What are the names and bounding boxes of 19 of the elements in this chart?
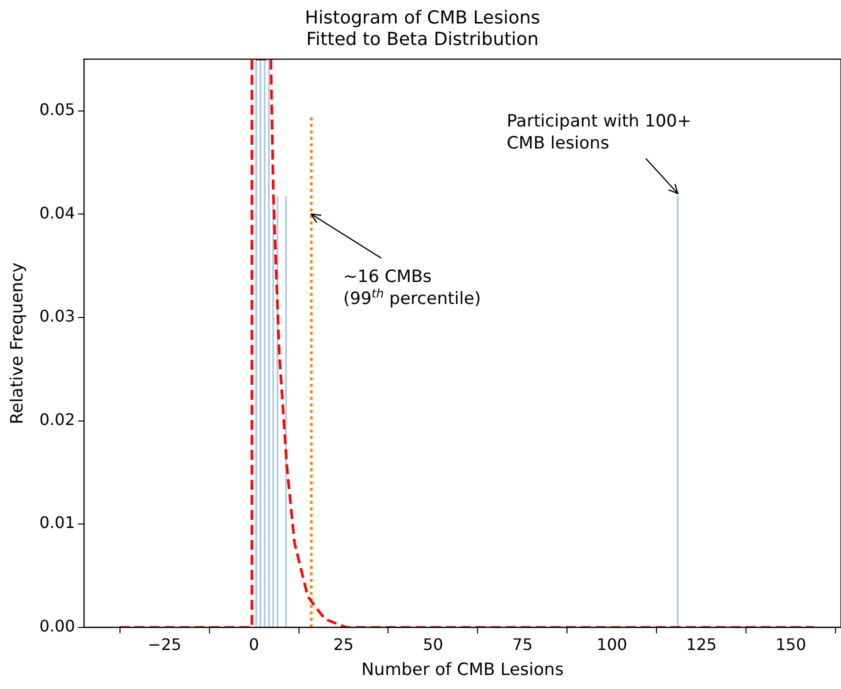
y-tick-label: 0.03 <box>39 306 76 326</box>
chart-title: Histogram of CMB Lesions Fitted to Beta Distribution <box>304 7 540 50</box>
y-tick-label: 0.00 <box>39 616 76 636</box>
annotation: Participant with 100+ CMB lesions <box>506 112 692 154</box>
y-tick-label: 0.02 <box>39 410 76 429</box>
x-tick-label: −25 <box>148 635 182 654</box>
y-tick-label: 0.01 <box>39 513 76 532</box>
x-axis-title: Number of CMB Lesions <box>361 660 564 680</box>
y-tick-label: 0.04 <box>39 203 76 222</box>
x-tick-label: 50 <box>422 635 444 654</box>
y-axis-title: Relative Frequency <box>8 262 28 424</box>
x-tick-label: 25 <box>333 635 354 654</box>
x-tick-label: 125 <box>686 635 717 654</box>
y-tick-label: 0.05 <box>39 100 76 120</box>
x-tick-label: 100 <box>596 635 628 654</box>
x-tick-label: 75 <box>512 635 533 654</box>
line-series <box>118 59 816 628</box>
x-tick-label: 0 <box>248 635 260 654</box>
x-tick-label: 150 <box>776 635 806 654</box>
